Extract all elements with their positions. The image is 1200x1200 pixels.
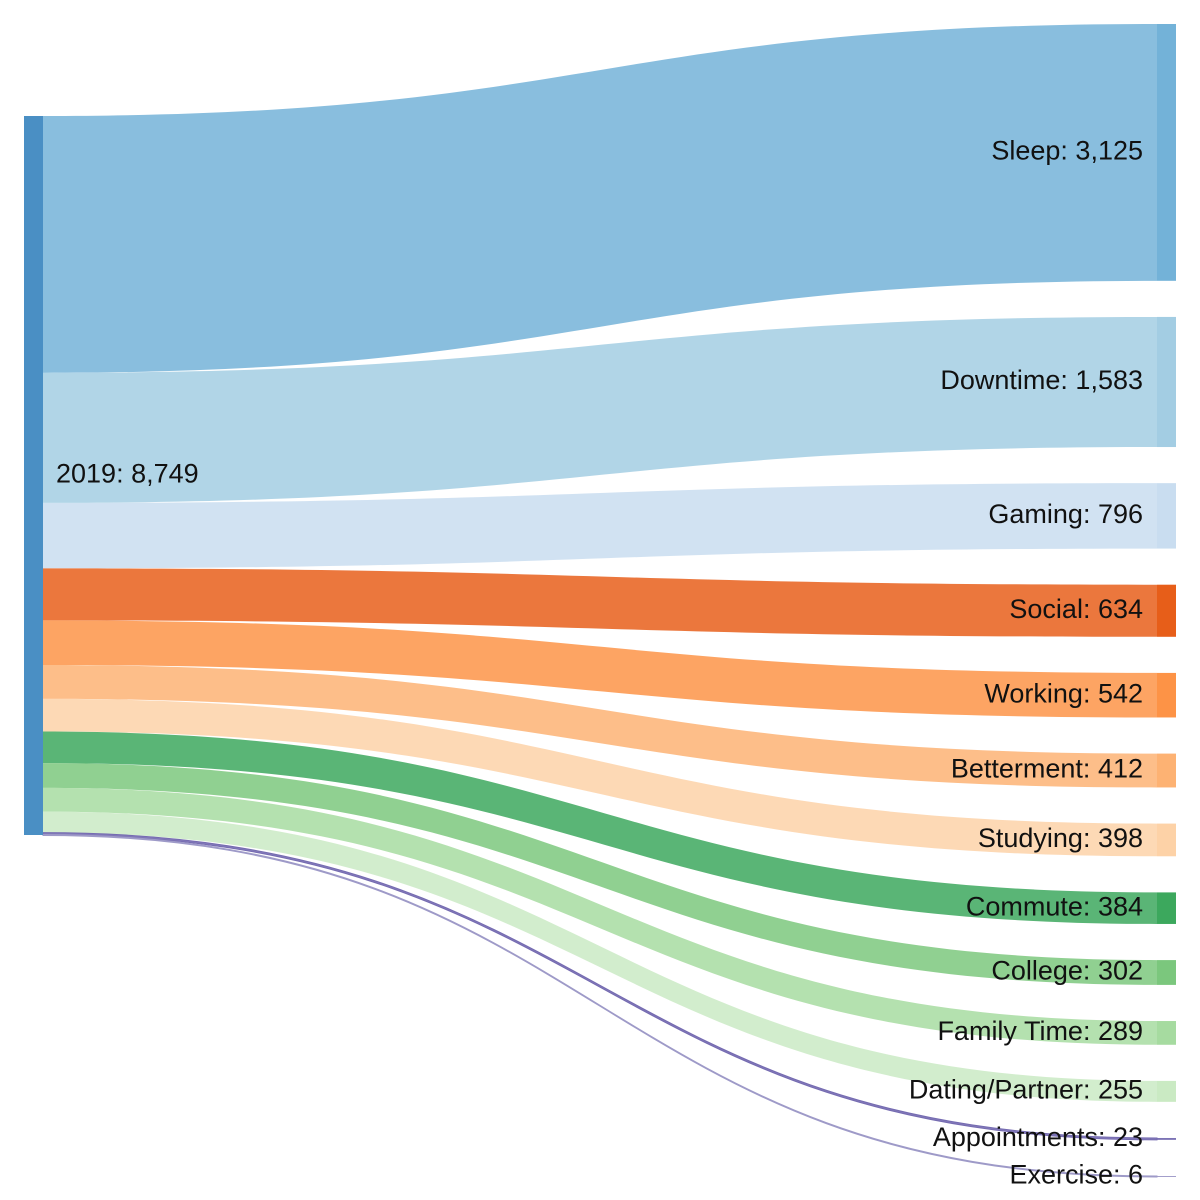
- link-social[interactable]: [43, 568, 1157, 637]
- node-social[interactable]: [1157, 584, 1176, 637]
- node-betterment[interactable]: [1157, 753, 1176, 788]
- node-label: Working: 542: [984, 678, 1143, 708]
- link-sleep[interactable]: [43, 24, 1157, 373]
- node-commute[interactable]: [1157, 892, 1176, 924]
- link-gaming[interactable]: [43, 483, 1157, 569]
- node-label: Exercise: 6: [1009, 1160, 1143, 1190]
- node-label: College: 302: [991, 956, 1143, 986]
- node-label: Gaming: 796: [988, 499, 1143, 529]
- node-label: Betterment: 412: [951, 754, 1143, 784]
- node-exercise[interactable]: [1157, 1176, 1176, 1177]
- link-working[interactable]: [43, 620, 1157, 718]
- source-label: 2019: 8,749: [56, 459, 199, 489]
- node-dating-partner[interactable]: [1157, 1080, 1176, 1102]
- link-dating-partner[interactable]: [43, 811, 1157, 1102]
- node-label: Sleep: 3,125: [991, 136, 1143, 166]
- node-label: Downtime: 1,583: [940, 365, 1143, 395]
- node-studying[interactable]: [1157, 823, 1176, 857]
- node-gaming[interactable]: [1157, 483, 1176, 549]
- node-sleep[interactable]: [1157, 24, 1176, 281]
- node-label: Family Time: 289: [937, 1016, 1143, 1046]
- node-downtime[interactable]: [1157, 316, 1176, 448]
- link-studying[interactable]: [43, 698, 1157, 857]
- node-label: Social: 634: [1009, 594, 1143, 624]
- link-appointments[interactable]: [42, 832, 1158, 1141]
- node-working[interactable]: [1157, 672, 1176, 718]
- node-label: Studying: 398: [978, 823, 1143, 853]
- link-commute[interactable]: [43, 731, 1157, 924]
- link-betterment[interactable]: [43, 664, 1157, 788]
- node-source[interactable]: [24, 116, 43, 835]
- node-family-time[interactable]: [1157, 1021, 1176, 1045]
- node-label: Dating/Partner: 255: [909, 1075, 1143, 1105]
- node-appointments[interactable]: [1157, 1137, 1176, 1140]
- link-downtime[interactable]: [43, 316, 1157, 503]
- node-label: Commute: 384: [966, 891, 1143, 921]
- node-label: Appointments: 23: [933, 1122, 1143, 1152]
- node-college[interactable]: [1157, 960, 1176, 985]
- link-family-time[interactable]: [43, 787, 1157, 1045]
- link-college[interactable]: [43, 763, 1157, 985]
